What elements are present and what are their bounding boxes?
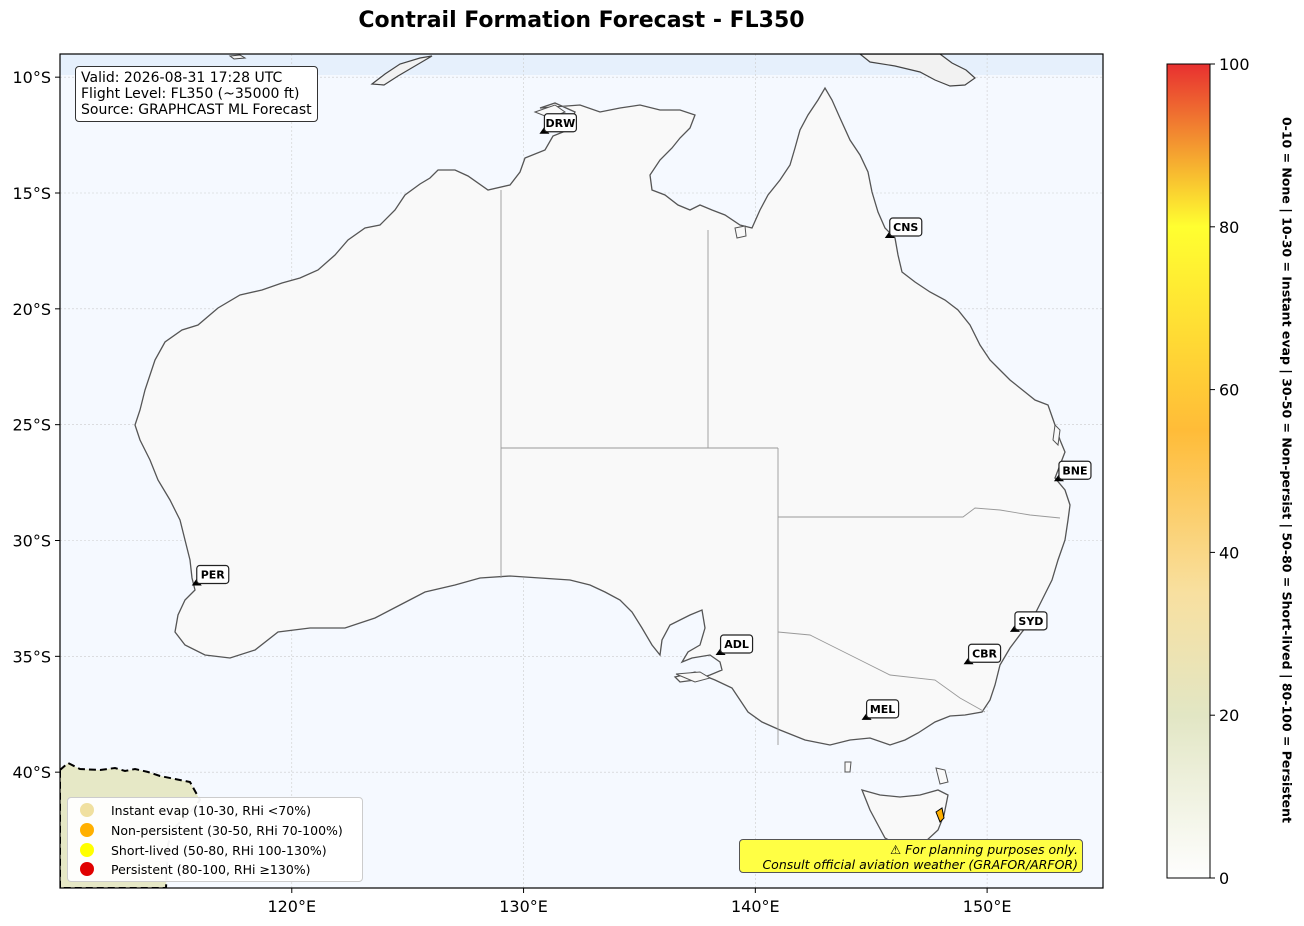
lat-tick-label: 25°S	[12, 416, 51, 435]
data-source: Source: GRAPHCAST ML Forecast	[81, 102, 312, 118]
lat-tick-label: 10°S	[12, 68, 51, 87]
lon-tick-label: 140°E	[731, 897, 780, 916]
kangaroo-island	[675, 671, 712, 683]
legend-dot	[80, 823, 94, 837]
colorbar-tick-label: 100	[1219, 55, 1250, 74]
airport-cns: CNS	[884, 217, 923, 239]
colorbar-tick-label: 60	[1219, 381, 1239, 400]
legend-item: Non-persistent (30-50, RHi 70-100%)	[80, 821, 343, 839]
airport-label-box	[865, 699, 900, 719]
groote-eylandt	[734, 225, 747, 239]
airport-label: CBR	[972, 647, 997, 660]
timor-coast	[370, 55, 433, 86]
colorbar-tick-label: 0	[1219, 869, 1229, 888]
colorbar: 0 20 40 60 80 100	[1166, 55, 1250, 888]
legend-dot	[80, 803, 94, 817]
airport-label: PER	[201, 569, 226, 582]
colorbar-tick-label: 40	[1219, 543, 1239, 562]
airport-label-box	[889, 217, 923, 237]
airport-label-box	[196, 564, 230, 585]
map-border	[59, 53, 1104, 889]
lat-tick-label: 35°S	[12, 647, 51, 666]
airport-mel: MEL	[861, 699, 900, 720]
colorbar-ticks: 0 20 40 60 80 100	[1210, 55, 1250, 888]
airport-bne: BNE	[1053, 460, 1092, 482]
legend: Instant evap (10-30, RHi <70%) Non-persi…	[67, 797, 363, 882]
lat-tick-label: 40°S	[12, 763, 51, 782]
info-box: Valid: 2026-08-31 17:28 UTC Flight Level…	[75, 66, 318, 122]
chart-title: Contrail Formation Forecast - FL350	[358, 8, 805, 33]
airport-per: PER	[191, 564, 230, 586]
legend-dot	[80, 843, 94, 857]
legend-dot	[80, 862, 94, 876]
australia-mainland	[134, 86, 1071, 746]
lon-tick-label: 120°E	[267, 897, 316, 916]
airport-label: MEL	[870, 703, 895, 716]
legend-item: Instant evap (10-30, RHi <70%)	[80, 801, 311, 819]
colorbar-tick-label: 20	[1219, 706, 1239, 725]
airport-syd: SYD	[1009, 611, 1048, 632]
legend-label: Instant evap (10-30, RHi <70%)	[111, 802, 311, 818]
airport-drw: DRW	[539, 113, 578, 134]
lat-tick-label: 15°S	[12, 184, 51, 203]
airport-adl: ADL	[715, 634, 754, 656]
airport-label-box	[719, 634, 754, 654]
airport-label-box	[967, 643, 1002, 663]
warning-line-1: ⚠ For planning purposes only.	[890, 842, 1078, 857]
legend-item: Short-lived (50-80, RHi 100-130%)	[80, 841, 327, 859]
fraser-island	[1052, 423, 1061, 447]
airport-label: DRW	[546, 117, 576, 130]
airport-label-box	[543, 113, 578, 133]
tasmania-field	[935, 807, 945, 823]
flinders-island	[935, 767, 949, 785]
warning-line-2: Consult official aviation weather (GRAFO…	[762, 857, 1078, 872]
legend-label: Short-lived (50-80, RHi 100-130%)	[111, 842, 327, 858]
island-top	[228, 54, 247, 60]
latitude-axis: 10°S 15°S 20°S 25°S 30°S 35°S 40°S	[12, 68, 60, 782]
airport-label: CNS	[893, 221, 918, 234]
airport-label-box	[1058, 460, 1092, 480]
papua-coast	[859, 54, 976, 87]
top-strip	[60, 54, 1103, 75]
legend-label: Non-persistent (30-50, RHi 70-100%)	[111, 822, 343, 838]
king-island	[844, 761, 852, 773]
colorbar-tick-label: 80	[1219, 218, 1239, 237]
tasmania	[860, 789, 949, 849]
state-borders	[500, 190, 1061, 745]
lat-tick-label: 30°S	[12, 532, 51, 551]
flight-level: Flight Level: FL350 (~35000 ft)	[81, 86, 300, 102]
lon-tick-label: 130°E	[499, 897, 548, 916]
airport-markers: DRW CNS BNE PER ADL SYD CBR MEL	[191, 113, 1092, 720]
colorbar-bar	[1166, 63, 1211, 879]
valid-time: Valid: 2026-08-31 17:28 UTC	[81, 70, 283, 86]
planning-warning: ⚠ For planning purposes only. Consult of…	[739, 839, 1083, 873]
airport-label: ADL	[724, 638, 749, 651]
longitude-axis: 120°E 130°E 140°E 150°E	[267, 888, 1011, 916]
lon-tick-label: 150°E	[963, 897, 1012, 916]
airport-cbr: CBR	[963, 643, 1002, 665]
colorbar-side-label: 0-10 = None | 10-30 = Instant evap | 30-…	[1279, 116, 1295, 824]
legend-label: Persistent (80-100, RHi ≥130%)	[111, 861, 311, 877]
airport-label: BNE	[1062, 464, 1087, 477]
legend-item: Persistent (80-100, RHi ≥130%)	[80, 860, 311, 878]
airport-label-box	[1014, 611, 1048, 631]
airport-label: SYD	[1018, 615, 1043, 628]
lat-tick-label: 20°S	[12, 300, 51, 319]
